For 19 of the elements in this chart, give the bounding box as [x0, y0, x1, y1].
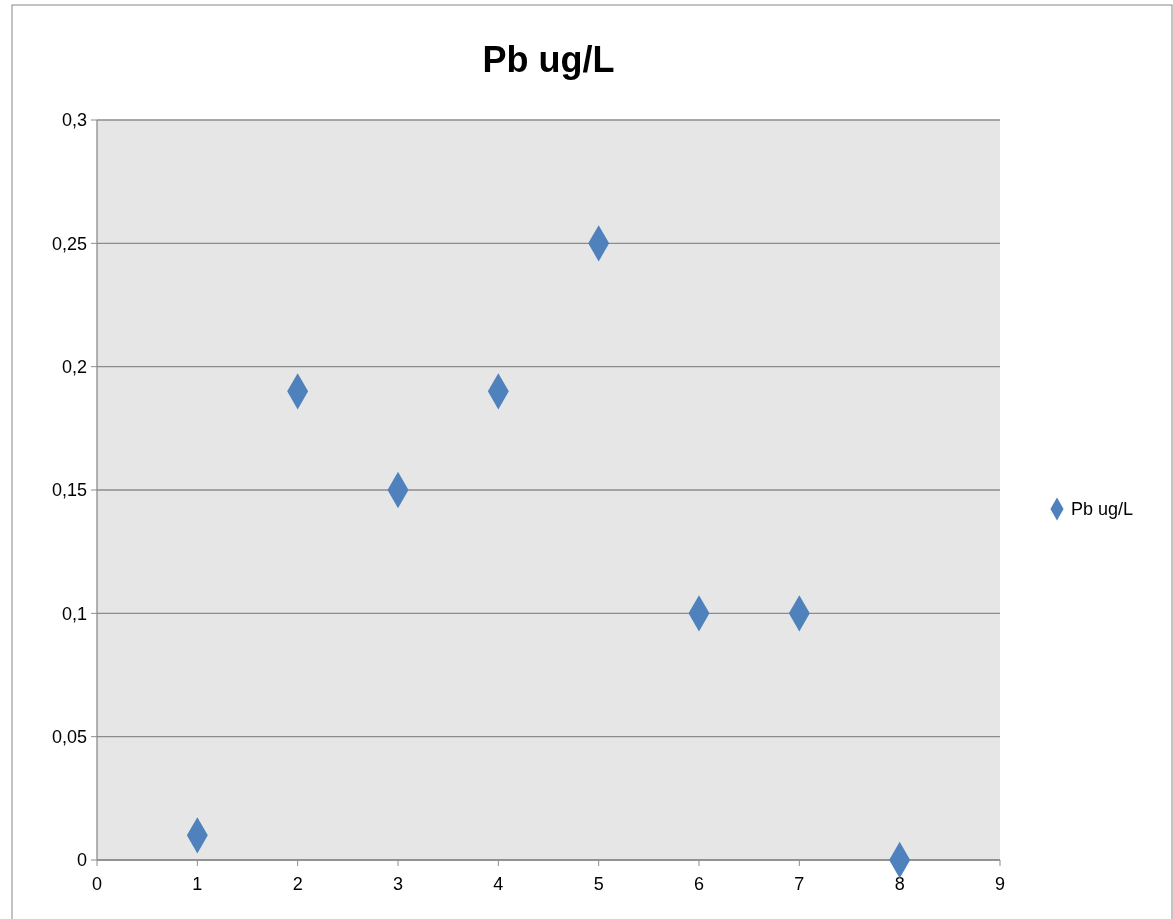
- y-tick-label: 0,1: [61, 603, 87, 624]
- legend-label: Pb ug/L: [1071, 499, 1134, 520]
- x-tick-label: 8: [894, 874, 905, 894]
- x-tick-label: 0: [91, 874, 103, 894]
- x-tick-label: 6: [693, 874, 705, 894]
- x-tick-label: 7: [794, 874, 805, 894]
- y-tick-label: 0: [76, 850, 87, 871]
- y-tick-label: 0,2: [61, 356, 87, 377]
- chart-title: Pb ug/L: [482, 39, 615, 80]
- x-tick-label: 3: [392, 874, 404, 894]
- y-tick-label: 0,3: [61, 110, 87, 131]
- x-tick-label: 4: [493, 874, 504, 894]
- x-tick-label: 1: [192, 874, 203, 894]
- x-tick-label: 9: [994, 874, 1006, 894]
- x-tick-label: 5: [593, 874, 604, 894]
- x-tick-label: 2: [292, 874, 303, 894]
- y-tick-label: 0,05: [51, 726, 87, 747]
- y-tick-label: 0,15: [51, 480, 87, 501]
- y-tick-label: 0,25: [51, 233, 87, 254]
